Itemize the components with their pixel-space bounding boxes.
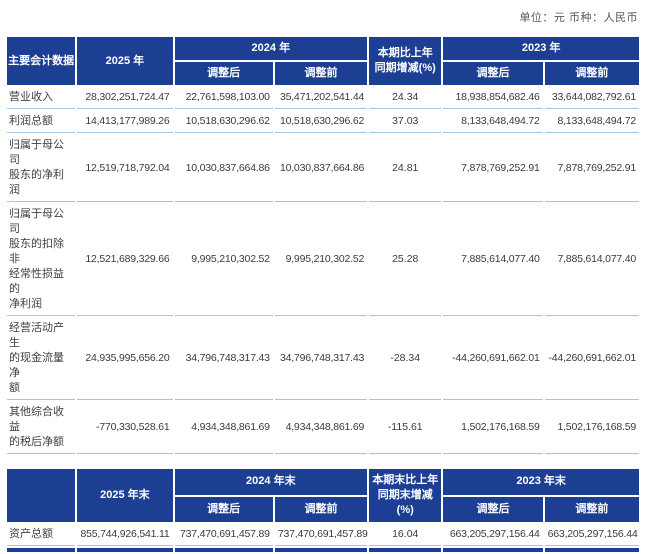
header-2025-end: 2025 年末 <box>77 469 173 522</box>
row-label: 归属于母公司 股东的净利润 <box>7 135 76 202</box>
header-2024-adjusted-after: 调整后 <box>174 62 273 85</box>
period-end-data-table: 2025 年末 2024 年末 本期末比上年 同期末增减(%) 2023 年末 … <box>5 467 641 554</box>
value-change-pct: -28.34 <box>369 318 442 400</box>
value-2024-after: 22,761,598,103.00 <box>174 87 273 109</box>
value-2023-after: 1,502,176,168.59 <box>443 402 543 454</box>
table-row: 营业收入 28,302,251,724.47 22,761,598,103.00… <box>7 87 639 109</box>
row-label: 利润总额 <box>7 111 76 133</box>
table-row: 归属于母公司 股东的净利润 12,519,718,792.04 10,030,8… <box>7 135 639 202</box>
row-label: 经营活动产生 的现金流量净 额 <box>7 318 76 400</box>
header-empty-cell <box>7 469 76 522</box>
value-change-pct: 16.04 <box>369 524 442 546</box>
value-2025: -770,330,528.61 <box>77 402 173 454</box>
value-change-pct: 25.28 <box>369 204 442 316</box>
next-section-cutoff-band <box>7 548 639 552</box>
value-2024-after: 10,518,630,296.62 <box>174 111 273 133</box>
value-2024-before: 9,995,210,302.52 <box>274 204 368 316</box>
header-2025: 2025 年 <box>77 37 173 85</box>
header-2023-adjusted-after: 调整后 <box>443 496 543 522</box>
value-2023-before: 1,502,176,168.59 <box>544 402 639 454</box>
value-2023-after: -44,260,691,662.01 <box>443 318 543 400</box>
row-label: 归属于母公司 股东的扣除非 经常性损益的 净利润 <box>7 204 76 316</box>
header-2024-group: 2024 年 <box>174 37 368 60</box>
header-2024-adjusted-before: 调整前 <box>274 62 368 85</box>
value-2024-after: 4,934,348,861.69 <box>174 402 273 454</box>
value-2023-before: 7,885,614,077.40 <box>544 204 639 316</box>
value-2024-before: 10,518,630,296.62 <box>274 111 368 133</box>
value-2023-before: 8,133,648,494.72 <box>544 111 639 133</box>
value-2024-after: 737,470,691,457.89 <box>174 524 273 546</box>
table2-header: 2025 年末 2024 年末 本期末比上年 同期末增减(%) 2023 年末 … <box>7 469 639 522</box>
header-2023-end-group: 2023 年末 <box>443 469 639 495</box>
row-label: 资产总额 <box>7 524 76 546</box>
table-row: 其他综合收益 的税后净额 -770,330,528.61 4,934,348,8… <box>7 402 639 454</box>
value-2024-after: 10,030,837,664.86 <box>174 135 273 202</box>
value-2025: 24,935,995,656.20 <box>77 318 173 400</box>
value-2023-before: 7,878,769,252.91 <box>544 135 639 202</box>
table1-header: 主要会计数据 2025 年 2024 年 本期比上年 同期增减(%) 2023 … <box>7 37 639 85</box>
value-2023-before: 663,205,297,156.44 <box>544 524 639 546</box>
unit-currency-note: 单位：元 币种：人民币 <box>519 12 638 24</box>
value-2023-before: 33,644,082,792.61 <box>544 87 639 109</box>
value-2023-after: 663,205,297,156.44 <box>443 524 543 546</box>
value-2023-after: 7,878,769,252.91 <box>443 135 543 202</box>
header-main-label: 主要会计数据 <box>7 37 76 85</box>
header-change-pct: 本期比上年 同期增减(%) <box>369 37 442 85</box>
value-2024-before: 737,470,691,457.89 <box>274 524 368 546</box>
header-end-change-pct: 本期末比上年 同期末增减(%) <box>369 469 442 522</box>
value-2024-before: 10,030,837,664.86 <box>274 135 368 202</box>
table-row: 经营活动产生 的现金流量净 额 24,935,995,656.20 34,796… <box>7 318 639 400</box>
key-accounting-data-table: 主要会计数据 2025 年 2024 年 本期比上年 同期增减(%) 2023 … <box>5 35 641 456</box>
value-2025: 12,519,718,792.04 <box>77 135 173 202</box>
table-row: 归属于母公司 股东的扣除非 经常性损益的 净利润 12,521,689,329.… <box>7 204 639 316</box>
value-2024-before: 4,934,348,861.69 <box>274 402 368 454</box>
header-2023-group: 2023 年 <box>443 37 639 60</box>
value-2025: 12,521,689,329.66 <box>77 204 173 316</box>
value-2024-before: 34,796,748,317.43 <box>274 318 368 400</box>
value-2023-after: 18,938,854,682.46 <box>443 87 543 109</box>
header-2024-adjusted-before: 调整前 <box>274 496 368 522</box>
value-2024-after: 9,995,210,302.52 <box>174 204 273 316</box>
header-2023-adjusted-before: 调整前 <box>544 62 639 85</box>
header-2024-end-group: 2024 年末 <box>174 469 368 495</box>
value-change-pct: -115.61 <box>369 402 442 454</box>
value-2024-before: 35,471,202,541.44 <box>274 87 368 109</box>
value-change-pct: 37.03 <box>369 111 442 133</box>
header-2024-adjusted-after: 调整后 <box>174 496 273 522</box>
value-2025: 855,744,926,541.11 <box>77 524 173 546</box>
value-2025: 14,413,177,989.26 <box>77 111 173 133</box>
header-2023-adjusted-before: 调整前 <box>544 496 639 522</box>
value-2023-before: -44,260,691,662.01 <box>544 318 639 400</box>
value-2024-after: 34,796,748,317.43 <box>174 318 273 400</box>
value-2023-after: 7,885,614,077.40 <box>443 204 543 316</box>
table-row: 利润总额 14,413,177,989.26 10,518,630,296.62… <box>7 111 639 133</box>
value-change-pct: 24.81 <box>369 135 442 202</box>
value-2023-after: 8,133,648,494.72 <box>443 111 543 133</box>
value-change-pct: 24.34 <box>369 87 442 109</box>
row-label: 其他综合收益 的税后净额 <box>7 402 76 454</box>
row-label: 营业收入 <box>7 87 76 109</box>
header-2023-adjusted-after: 调整后 <box>443 62 543 85</box>
table-row: 资产总额 855,744,926,541.11 737,470,691,457.… <box>7 524 639 546</box>
value-2025: 28,302,251,724.47 <box>77 87 173 109</box>
